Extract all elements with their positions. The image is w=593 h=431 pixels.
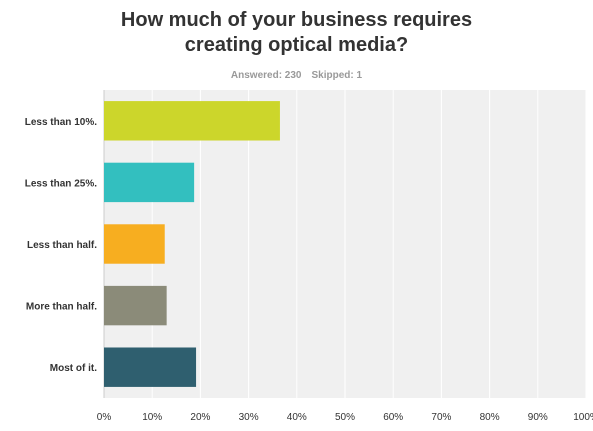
x-tick-label: 30% xyxy=(239,412,259,423)
chart-title-line-2: creating optical media? xyxy=(184,34,409,56)
chart-title: How much of your business requires creat… xyxy=(0,8,593,58)
response-summary: Answered: 230 Skipped: 1 xyxy=(0,70,593,81)
category-label: Most of it. xyxy=(50,363,97,374)
bar xyxy=(104,101,280,141)
bar xyxy=(104,347,197,387)
category-labels: Less than 10%. Less than 25%. Less than ha… xyxy=(25,117,97,374)
x-tick-label: 60% xyxy=(383,412,403,423)
bar xyxy=(104,162,195,203)
bar xyxy=(104,285,167,326)
x-tick-label: 80% xyxy=(480,412,500,423)
x-tick-label: 10% xyxy=(142,412,162,423)
x-tick-label: 20% xyxy=(190,412,210,423)
chart-title-line-1: How much of your business requires xyxy=(120,9,473,31)
category-label: Less than 25%. xyxy=(25,178,97,189)
x-tick-label: 50% xyxy=(335,412,355,423)
skipped-count: Skipped: 1 xyxy=(311,70,363,81)
category-label: Less than half. xyxy=(27,240,97,251)
x-tick-label: 100% xyxy=(573,412,593,423)
x-tick-label: 0% xyxy=(97,412,112,423)
category-label: Less than 10%. xyxy=(25,117,97,128)
x-tick-label: 70% xyxy=(431,412,451,423)
bar xyxy=(104,224,165,264)
category-label: More than half. xyxy=(26,302,97,313)
answered-count: Answered: 230 xyxy=(230,70,302,81)
x-tick-label: 40% xyxy=(287,412,307,423)
bars xyxy=(104,101,280,387)
x-tick-label: 90% xyxy=(528,412,548,423)
x-axis-ticks: 0% 10% 20% 30% 40% 50% 60% 70% 80% 90% 100% xyxy=(97,412,593,423)
